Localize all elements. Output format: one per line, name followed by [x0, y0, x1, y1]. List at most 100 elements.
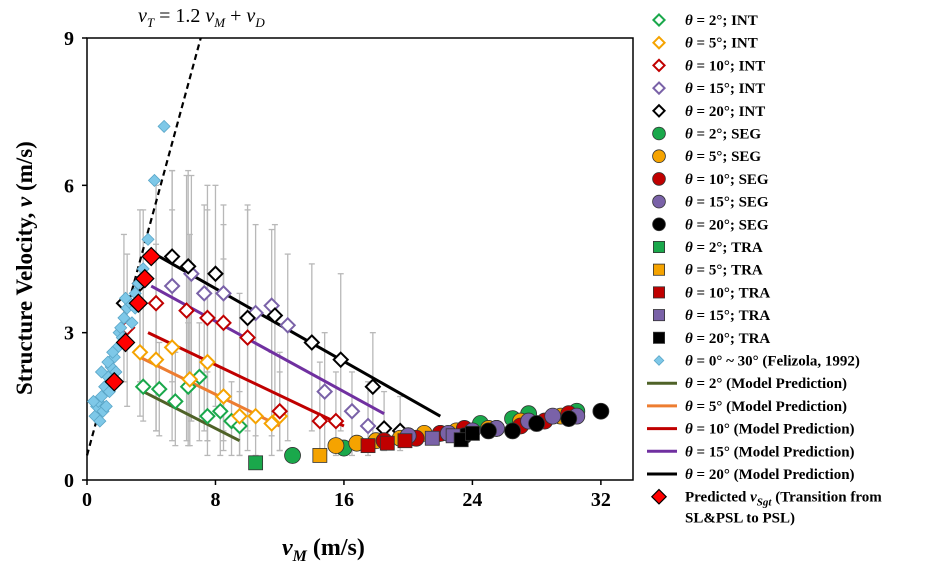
tra-red-point: [379, 435, 395, 451]
legend-marker: [651, 81, 667, 96]
int-black-point: [179, 257, 197, 275]
x-tick-label: 16: [334, 489, 354, 511]
tra-purple-point: [424, 430, 440, 446]
drift-annotation: vT = 1.2 vM + vD: [138, 5, 265, 30]
felizola-lightblue-point: [118, 291, 133, 305]
legend-marker: [652, 126, 666, 141]
int-orange-point: [147, 351, 165, 369]
legend-marker: [651, 103, 667, 118]
int-orange-point: [181, 370, 199, 388]
int-purple-point: [195, 284, 213, 302]
model-prediction-line: [147, 331, 345, 428]
legend-label: θ = 15°; INT: [685, 81, 765, 97]
int-red-point: [311, 412, 329, 430]
int-red-point: [271, 402, 289, 420]
plot-area: [85, 37, 634, 481]
int-red-point: [178, 302, 195, 319]
legend-label: Predicted vSgt (Transition from: [685, 490, 882, 509]
y-tick-label: 6: [64, 175, 74, 197]
seg-black-point: [592, 402, 610, 420]
felizola-lightblue-point: [157, 119, 171, 133]
felizola-lightblue-point: [147, 173, 162, 187]
seg-orange-point: [327, 437, 345, 455]
felizola-lightblue-point: [101, 355, 115, 369]
tra-black-point: [465, 425, 480, 441]
legend: θ = 2°; INT θ = 5°; INT θ = 10°; INT θ = 15…: [647, 12, 882, 527]
legend-marker: [652, 217, 666, 232]
x-axis-label: vM (m/s): [282, 535, 365, 565]
legend-label: θ = 15°; SEG: [685, 195, 769, 211]
seg-black-point: [480, 422, 497, 440]
int-black-point: [163, 248, 181, 265]
int-purple-point: [359, 417, 377, 435]
int-orange-point: [231, 407, 248, 425]
legend-label: θ = 10° (Model Prediction): [685, 422, 855, 438]
int-black-point: [207, 265, 224, 283]
y-tick-label: 3: [64, 323, 74, 345]
int-red-point: [215, 314, 232, 332]
int-red-point: [327, 412, 345, 430]
legend-marker: [653, 331, 666, 344]
legend-marker: [651, 35, 667, 50]
int-red-point: [147, 294, 165, 312]
int-black-point: [303, 334, 321, 351]
legend-label: θ = 2°; INT: [685, 13, 758, 29]
legend-marker: [652, 172, 666, 186]
felizola-lightblue-point: [125, 316, 139, 330]
predicted-vsgt-point: [128, 293, 149, 314]
legend-label: θ = 0° ~ 30° (Felizola, 1992): [685, 354, 860, 370]
seg-black-point: [560, 410, 578, 428]
legend-marker: [653, 240, 666, 253]
legend-label: θ = 2°; SEG: [685, 127, 761, 143]
legend-label-line2: SL&PSL to PSL): [685, 511, 795, 527]
felizola-lightblue-point: [93, 414, 107, 428]
int-green-point: [166, 393, 184, 410]
legend-label: θ = 20°; INT: [685, 104, 765, 120]
int-orange-point: [131, 343, 149, 361]
felizola-lightblue-point: [86, 394, 100, 408]
model-lines: [139, 255, 442, 443]
model-prediction-line: [158, 255, 442, 418]
int-black-point: [239, 309, 257, 327]
x-tick-label: 8: [210, 489, 220, 511]
legend-label: θ = 15°; TRA: [685, 308, 770, 324]
seg-purple-point: [544, 407, 562, 425]
int-green-point: [199, 407, 216, 425]
x-tick-label: 24: [462, 489, 482, 511]
legend-label: θ = 20°; TRA: [685, 331, 770, 347]
int-purple-point: [279, 316, 297, 334]
int-green-point: [150, 380, 168, 398]
int-green-point: [211, 402, 229, 420]
legend-marker: [653, 263, 666, 276]
legend-label: θ = 5°; TRA: [685, 263, 763, 279]
legend-marker: [651, 12, 667, 28]
int-orange-point: [215, 388, 232, 405]
data-points: [86, 119, 610, 471]
legend-label: θ = 2° (Model Prediction): [685, 376, 847, 392]
int-orange-point: [247, 407, 265, 425]
int-red-point: [199, 309, 216, 327]
felizola-lightblue-point: [106, 345, 120, 359]
y-tick-label: 9: [64, 28, 74, 50]
int-green-point: [231, 417, 248, 435]
predicted-vsgt-point: [115, 332, 136, 353]
legend-label: θ = 10°; TRA: [685, 285, 770, 301]
int-red-point: [239, 329, 257, 346]
int-purple-point: [163, 277, 181, 295]
legend-label: θ = 15° (Model Prediction): [685, 444, 855, 460]
int-purple-point: [215, 284, 232, 302]
legend-label: θ = 10°; SEG: [685, 172, 769, 188]
legend-label: θ = 10°; INT: [685, 58, 765, 74]
plot-frame: [86, 37, 634, 481]
predicted-vsgt-point: [104, 371, 125, 392]
tra-orange-point: [312, 448, 328, 463]
x-tick-label: 32: [591, 489, 611, 511]
int-orange-point: [199, 353, 216, 371]
int-black-point: [364, 378, 382, 396]
legend-marker: [653, 355, 665, 366]
predicted-vsgt-point: [134, 268, 155, 289]
felizola-lightblue-point: [94, 365, 109, 379]
legend-marker: [652, 149, 666, 164]
felizola-lightblue-point: [117, 311, 131, 325]
